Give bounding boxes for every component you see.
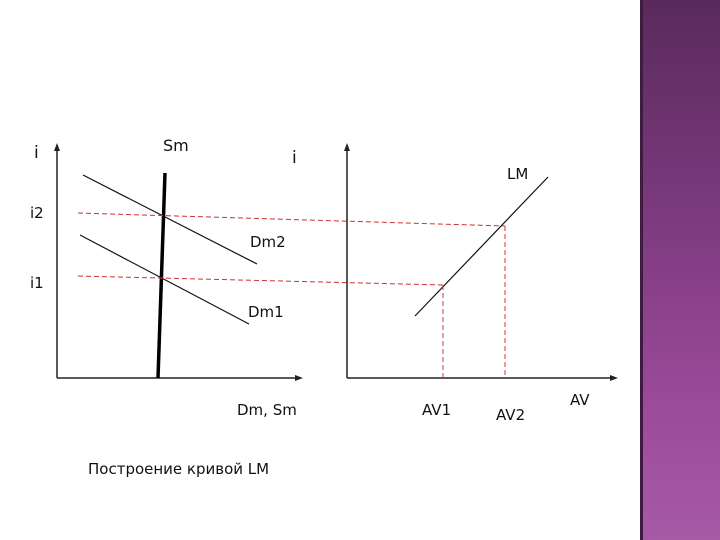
right-y-axis-label: i [292, 148, 297, 168]
demand-curve-dm1 [79, 234, 250, 325]
guide-i2 [77, 212, 506, 227]
left-y-axis-label: i [34, 143, 39, 163]
money-market-graph: i Sm i2 i1 Dm2 Dm1 Dm, Sm [30, 136, 506, 419]
left-x-axis-arrow [295, 375, 303, 381]
lm-curve [414, 176, 549, 317]
tick-label-av1: AV1 [422, 401, 451, 419]
demand-curve-dm2 [82, 174, 258, 265]
lm-curve-label: LM [507, 165, 528, 183]
diagram-caption: Построение кривой LM [88, 460, 270, 478]
supply-label: Sm [163, 136, 189, 155]
tick-label-av2: AV2 [496, 406, 525, 424]
lm-graph: i LM AV1 AV2 AV [292, 143, 618, 424]
curve-label-dm2: Dm2 [250, 233, 286, 251]
guide-i1 [77, 275, 444, 286]
right-x-axis-arrow [610, 375, 618, 381]
curve-label-dm1: Dm1 [248, 303, 284, 321]
level-label-i2: i2 [30, 204, 44, 222]
left-y-axis-arrow [54, 143, 60, 151]
level-label-i1: i1 [30, 274, 44, 292]
decorative-sidebar [640, 0, 720, 540]
left-x-axis-label: Dm, Sm [237, 401, 297, 419]
right-x-axis-label: AV [570, 391, 590, 409]
money-supply-line [156, 172, 167, 379]
right-y-axis-arrow [344, 143, 350, 151]
